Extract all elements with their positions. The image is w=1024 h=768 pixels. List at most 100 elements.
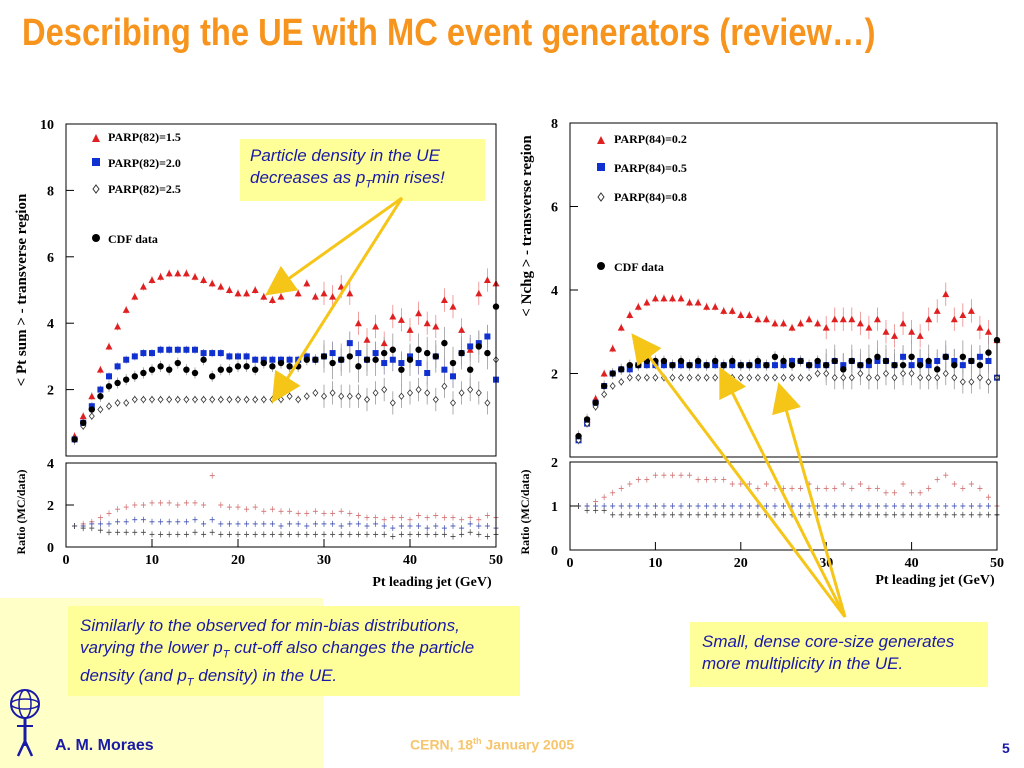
data-point (458, 389, 465, 397)
y-tick-label: 8 (551, 117, 558, 132)
data-point (415, 360, 422, 367)
data-point (484, 399, 491, 407)
data-point (217, 395, 224, 404)
data-point (677, 357, 685, 365)
footer-event-sup: th (473, 736, 482, 746)
data-point (312, 356, 319, 363)
data-point (406, 356, 414, 363)
data-point (976, 361, 984, 369)
data-point (626, 366, 633, 373)
data-point (857, 361, 864, 369)
data-point (891, 374, 898, 382)
data-point (618, 378, 625, 386)
data-point (415, 346, 422, 353)
data-point (720, 307, 728, 314)
data-point (686, 299, 694, 306)
data-point (303, 392, 310, 400)
note-minbias: Similarly to the observed for min-bias d… (68, 606, 520, 696)
data-point (643, 299, 651, 306)
data-point (848, 315, 856, 323)
data-point (848, 374, 855, 382)
data-point (780, 374, 787, 382)
data-point (592, 399, 599, 406)
data-point (984, 328, 992, 335)
data-point (424, 389, 431, 397)
data-point (651, 294, 659, 302)
data-point (754, 315, 762, 323)
data-point (355, 350, 362, 357)
data-point (320, 289, 328, 297)
data-point (831, 315, 839, 323)
data-point (703, 374, 710, 382)
slide-title: Describing the UE with MC event generato… (22, 12, 876, 54)
data-point (157, 395, 164, 404)
data-point (123, 376, 130, 383)
data-point (694, 357, 702, 365)
note-line: varying the lower pT cut-off also change… (80, 638, 475, 661)
data-point (157, 346, 164, 353)
data-point (976, 324, 984, 331)
data-point (372, 323, 380, 330)
data-point (149, 350, 155, 357)
data-point (763, 361, 770, 369)
data-point (260, 293, 268, 300)
data-point (440, 296, 448, 303)
data-point (415, 385, 422, 394)
data-point (925, 374, 932, 382)
data-point (788, 361, 796, 369)
y-tick-label: 4 (47, 317, 54, 332)
data-point (933, 307, 941, 314)
data-point (797, 357, 804, 365)
data-point (951, 357, 958, 364)
data-point (432, 395, 439, 404)
data-point (88, 406, 96, 413)
data-point (951, 374, 958, 382)
data-point (338, 356, 345, 363)
note-line-part: varying the lower p (80, 638, 223, 657)
data-point (131, 293, 139, 300)
data-point (372, 356, 379, 363)
data-point (916, 361, 924, 369)
data-point (363, 395, 371, 404)
data-point (424, 370, 431, 376)
data-point (97, 405, 104, 414)
data-point (354, 319, 362, 327)
data-point (951, 361, 958, 369)
data-point (771, 362, 778, 369)
data-point (174, 269, 182, 277)
data-point (959, 353, 967, 360)
data-point (908, 353, 915, 360)
data-point (432, 323, 440, 330)
data-point (797, 319, 805, 327)
data-point (745, 311, 753, 319)
data-point (106, 373, 112, 380)
data-point (389, 313, 397, 320)
data-point (140, 369, 147, 377)
data-point (449, 359, 457, 367)
data-point (762, 315, 770, 323)
data-point (105, 402, 113, 410)
data-point (814, 319, 822, 327)
data-point (252, 395, 259, 404)
data-point (269, 395, 276, 404)
data-point (269, 363, 276, 370)
data-point (346, 392, 353, 400)
footer-event-tail: January 2005 (481, 736, 575, 753)
data-point (243, 289, 251, 297)
data-point (467, 366, 474, 373)
data-point (754, 374, 761, 382)
data-point (166, 395, 173, 404)
data-point (123, 356, 130, 363)
y-tick-label: 6 (47, 251, 54, 266)
data-point (899, 319, 907, 327)
data-point (209, 350, 216, 357)
x-tick-label: 40 (403, 553, 417, 568)
data-point (703, 303, 711, 310)
data-point (626, 361, 633, 369)
data-point (950, 315, 958, 323)
data-point (609, 344, 617, 352)
data-point (346, 289, 354, 297)
data-point (277, 359, 285, 367)
data-point (71, 436, 78, 443)
data-point (209, 395, 216, 404)
